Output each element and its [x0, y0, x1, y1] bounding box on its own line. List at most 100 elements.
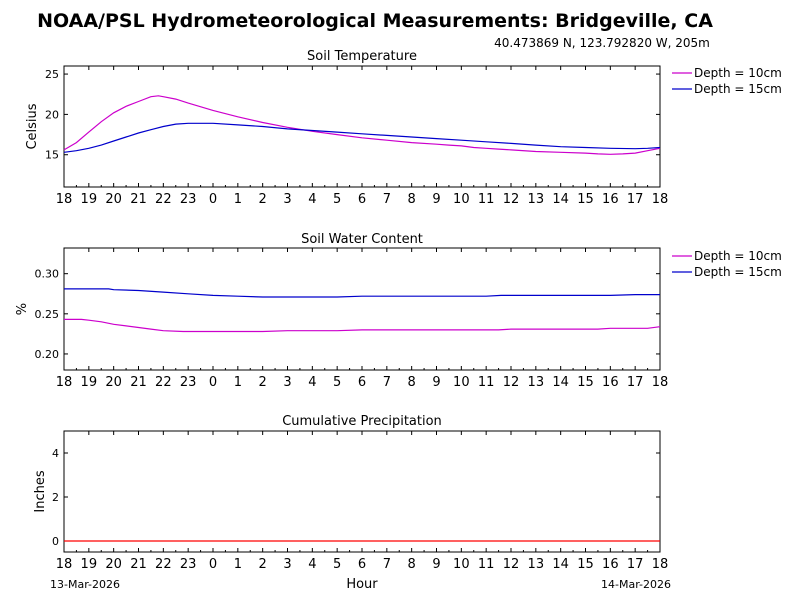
start-date-label: 13-Mar-2026	[50, 578, 120, 591]
soil-water-content-x-tick-label: 5	[333, 375, 341, 390]
cumulative-precipitation-x-tick-label: 12	[503, 557, 520, 572]
cumulative-precipitation-y-axis-label: Inches	[33, 470, 48, 512]
cumulative-precipitation-x-tick-label: 16	[602, 557, 619, 572]
soil-temperature-x-tick-label: 23	[180, 192, 197, 207]
soil-temperature-x-tick-label: 20	[105, 192, 122, 207]
soil-temperature-x-tick-label: 11	[478, 192, 495, 207]
soil-water-content-x-tick-label: 15	[577, 375, 594, 390]
end-date-label: 14-Mar-2026	[601, 578, 671, 591]
soil-temperature-title: Soil Temperature	[307, 49, 417, 64]
soil-water-content-x-tick-label: 23	[180, 375, 197, 390]
soil-water-content-x-tick-label: 19	[81, 375, 98, 390]
cumulative-precipitation-x-tick-label: 8	[408, 557, 416, 572]
soil-water-content-y-tick-label: 0.30	[35, 268, 60, 281]
cumulative-precipitation-x-tick-label: 18	[652, 557, 669, 572]
cumulative-precipitation-plot-frame	[63, 430, 661, 553]
soil-temperature-x-tick-label: 18	[652, 192, 669, 207]
soil-water-content-y-tick-label: 0.20	[35, 348, 60, 361]
cumulative-precipitation-x-tick-label: 9	[432, 557, 440, 572]
soil-temperature-x-tick-label: 7	[383, 192, 391, 207]
cumulative-precipitation-y-tick-label: 4	[52, 447, 59, 460]
location-subtitle: 40.473869 N, 123.792820 W, 205m	[494, 36, 710, 50]
page-title: NOAA/PSL Hydrometeorological Measurement…	[37, 10, 713, 32]
soil-temperature-series-depth-10cm	[63, 95, 661, 155]
soil-temperature-x-tick-label: 5	[333, 192, 341, 207]
soil-water-content-x-tick-label: 6	[358, 375, 366, 390]
soil-temperature-x-tick-label: 10	[453, 192, 470, 207]
soil-water-content-y-tick-label: 0.25	[35, 308, 60, 321]
soil-water-content-legend-label: Depth = 15cm	[694, 265, 782, 279]
soil-temperature-x-tick-label: 2	[259, 192, 267, 207]
soil-temperature-x-tick-label: 21	[130, 192, 147, 207]
cumulative-precipitation-x-tick-label: 3	[283, 557, 291, 572]
soil-water-content-x-tick-label: 21	[130, 375, 147, 390]
cumulative-precipitation-x-tick-label: 21	[130, 557, 147, 572]
soil-water-content-x-tick-label: 12	[503, 375, 520, 390]
soil-temperature-x-tick-label: 8	[408, 192, 416, 207]
soil-water-content-series-depth-10cm	[64, 318, 661, 333]
soil-water-content-x-tick-label: 10	[453, 375, 470, 390]
cumulative-precipitation-x-tick-label: 22	[155, 557, 172, 572]
soil-temperature-x-tick-label: 0	[209, 192, 217, 207]
cumulative-precipitation-x-tick-label: 17	[627, 557, 644, 572]
soil-temperature-x-tick-label: 3	[283, 192, 291, 207]
soil-temperature-y-tick-label: 15	[45, 149, 59, 162]
soil-temperature-x-tick-label: 22	[155, 192, 172, 207]
cumulative-precipitation-x-tick-label: 11	[478, 557, 495, 572]
soil-temperature-x-tick-label: 12	[503, 192, 520, 207]
soil-temperature-x-tick-label: 15	[577, 192, 594, 207]
cumulative-precipitation-x-tick-label: 14	[552, 557, 569, 572]
soil-temperature-plot-frame	[63, 65, 661, 188]
soil-temperature-x-tick-label: 1	[234, 192, 242, 207]
soil-temperature-x-tick-label: 13	[528, 192, 545, 207]
soil-water-content-x-tick-label: 18	[652, 375, 669, 390]
cumulative-precipitation-x-tick-label: 23	[180, 557, 197, 572]
soil-temperature-x-tick-label: 9	[432, 192, 440, 207]
cumulative-precipitation-x-tick-label: 2	[259, 557, 267, 572]
soil-temperature-series-depth-15cm	[63, 122, 661, 153]
cumulative-precipitation-x-tick-label: 0	[209, 557, 217, 572]
soil-water-content-panel: Soil Water Content%18 19 20 21 22 23 0 1 2 3 4 5 6 7 8…	[15, 232, 782, 390]
cumulative-precipitation-x-tick-label: 5	[333, 557, 341, 572]
soil-water-content-x-tick-label: 3	[283, 375, 291, 390]
soil-temperature-x-tick-label: 14	[552, 192, 569, 207]
cumulative-precipitation-title: Cumulative Precipitation	[282, 414, 442, 429]
x-axis-label: Hour	[346, 577, 378, 592]
soil-water-content-y-axis-label: %	[15, 303, 30, 315]
soil-water-content-x-tick-label: 22	[155, 375, 172, 390]
soil-water-content-x-tick-label: 1	[234, 375, 242, 390]
cumulative-precipitation-x-tick-label: 4	[308, 557, 316, 572]
soil-temperature-y-tick-label: 25	[45, 68, 59, 81]
soil-water-content-x-tick-label: 0	[209, 375, 217, 390]
soil-water-content-x-tick-label: 18	[56, 375, 73, 390]
cumulative-precipitation-x-tick-label: 6	[358, 557, 366, 572]
soil-temperature-x-tick-label: 6	[358, 192, 366, 207]
soil-water-content-x-tick-label: 4	[308, 375, 316, 390]
soil-water-content-x-tick-label: 16	[602, 375, 619, 390]
soil-water-content-plot-frame	[63, 247, 661, 371]
soil-temperature-legend-label: Depth = 10cm	[694, 66, 782, 80]
soil-temperature-y-tick-label: 20	[45, 108, 59, 121]
soil-temperature-legend-label: Depth = 15cm	[694, 82, 782, 96]
cumulative-precipitation-x-tick-label: 13	[528, 557, 545, 572]
soil-water-content-series-depth-15cm	[64, 288, 660, 298]
soil-water-content-x-tick-label: 11	[478, 375, 495, 390]
soil-water-content-x-tick-label: 13	[528, 375, 545, 390]
soil-water-content-title: Soil Water Content	[301, 232, 423, 247]
cumulative-precipitation-x-tick-label: 18	[56, 557, 73, 572]
soil-temperature-x-tick-label: 16	[602, 192, 619, 207]
cumulative-precipitation-x-tick-label: 20	[105, 557, 122, 572]
soil-water-content-x-tick-label: 14	[552, 375, 569, 390]
soil-water-content-legend-label: Depth = 10cm	[694, 249, 782, 263]
soil-temperature-x-tick-label: 17	[627, 192, 644, 207]
cumulative-precipitation-x-tick-label: 1	[234, 557, 242, 572]
soil-water-content-x-tick-label: 2	[259, 375, 267, 390]
soil-water-content-x-tick-label: 7	[383, 375, 391, 390]
soil-temperature-x-tick-label: 4	[308, 192, 316, 207]
soil-water-content-x-tick-label: 20	[105, 375, 122, 390]
soil-water-content-x-tick-label: 8	[408, 375, 416, 390]
cumulative-precipitation-x-tick-label: 15	[577, 557, 594, 572]
cumulative-precipitation-x-tick-label: 7	[383, 557, 391, 572]
